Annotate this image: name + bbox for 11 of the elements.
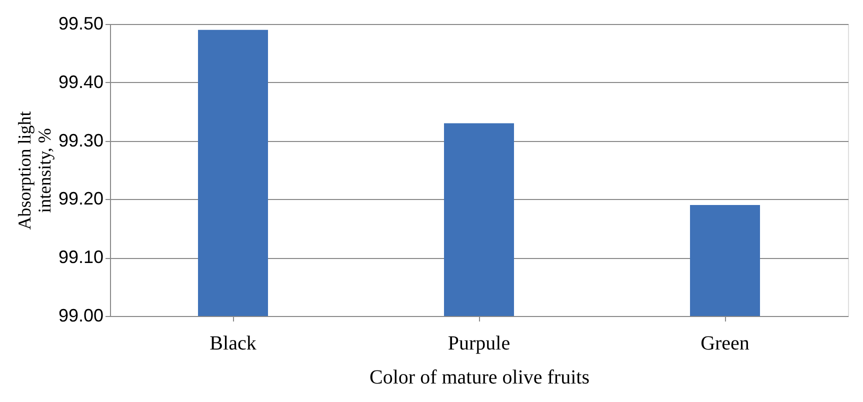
y-tick-label: 99.30 — [58, 130, 104, 150]
x-tick-label: Black — [210, 332, 256, 354]
y-tick-label: 99.50 — [58, 14, 104, 34]
x-axis-title: Color of mature olive fruits — [370, 366, 590, 388]
y-tick-label: 99.10 — [58, 247, 104, 268]
x-tick-label: Purpule — [448, 332, 510, 354]
y-tick-label: 99.40 — [58, 72, 104, 92]
y-axis-title: Absorption light intensity, % — [14, 111, 54, 230]
y-tick-label: 99.20 — [58, 188, 104, 209]
x-tick-label: Green — [700, 332, 750, 354]
y-tick-label: 99.00 — [58, 306, 104, 326]
